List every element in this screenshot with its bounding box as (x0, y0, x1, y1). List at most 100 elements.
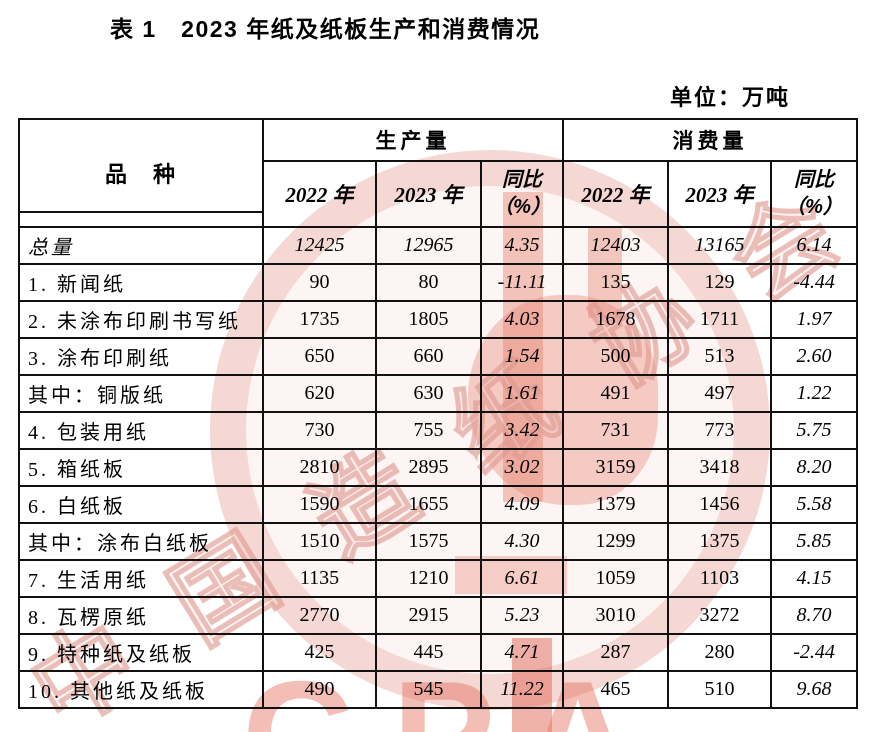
consumption-2022-cell: 1678 (562, 300, 670, 339)
consumption-2023-cell: 1103 (667, 559, 773, 598)
category-cell: 其中：涂布白纸板 (18, 522, 264, 561)
production-2023-cell: 2895 (375, 448, 482, 487)
production-2022-cell: 90 (262, 263, 377, 302)
production-2022-cell: 1735 (262, 300, 377, 339)
production-yoy-cell: -11.11 (479, 263, 565, 302)
production-2022-cell: 2770 (262, 596, 377, 635)
header-production-2023: 2023 年 (375, 160, 482, 228)
production-2023-cell: 660 (375, 337, 482, 376)
consumption-2023-cell: 3418 (667, 448, 773, 487)
header-row-groups: 品 种 生产量 消费量 (18, 118, 859, 228)
production-2022-cell: 1510 (262, 522, 377, 561)
production-yoy-cell: 6.61 (479, 559, 565, 598)
category-cell: 5. 箱纸板 (18, 448, 264, 487)
consumption-2022-cell: 731 (562, 411, 670, 450)
consumption-2022-cell: 12403 (562, 226, 670, 265)
consumption-yoy-cell: 2.60 (770, 337, 859, 376)
production-2023-cell: 1805 (375, 300, 482, 339)
production-yoy-cell: 3.02 (479, 448, 565, 487)
header-category: 品 种 (18, 118, 264, 228)
production-2022-cell: 730 (262, 411, 377, 450)
header-production-group: 生产量 (261, 118, 565, 162)
production-yoy-cell: 3.42 (479, 411, 565, 450)
production-2023-cell: 1575 (375, 522, 482, 561)
table-row: 6. 白纸板 1590 1655 4.09 1379 1456 5.58 (18, 485, 859, 524)
production-2023-cell: 1210 (375, 559, 482, 598)
production-yoy-cell: 5.23 (479, 596, 565, 635)
table-row: 8. 瓦楞原纸 2770 2915 5.23 3010 3272 8.70 (18, 596, 859, 635)
production-yoy-cell: 11.22 (479, 670, 565, 709)
consumption-2023-cell: 497 (667, 374, 773, 413)
table-row: 4. 包装用纸 730 755 3.42 731 773 5.75 (18, 411, 859, 450)
consumption-2022-cell: 287 (562, 633, 670, 672)
consumption-yoy-cell: -2.44 (770, 633, 859, 672)
category-cell: 7. 生活用纸 (18, 559, 264, 598)
consumption-2023-cell: 13165 (667, 226, 773, 265)
consumption-2023-cell: 513 (667, 337, 773, 376)
production-2022-cell: 620 (262, 374, 377, 413)
category-cell: 1. 新闻纸 (18, 263, 264, 302)
consumption-2022-cell: 1379 (562, 485, 670, 524)
production-2022-cell: 1135 (262, 559, 377, 598)
consumption-yoy-cell: 5.85 (770, 522, 859, 561)
category-cell: 4. 包装用纸 (18, 411, 264, 450)
production-yoy-cell: 4.35 (479, 226, 565, 265)
consumption-yoy-cell: 8.70 (770, 596, 859, 635)
consumption-2023-cell: 1456 (667, 485, 773, 524)
consumption-yoy-cell: 8.20 (770, 448, 859, 487)
consumption-2022-cell: 1299 (562, 522, 670, 561)
consumption-2022-cell: 1059 (562, 559, 670, 598)
table-row: 9. 特种纸及纸板 425 445 4.71 287 280 -2.44 (18, 633, 859, 672)
category-cell: 6. 白纸板 (18, 485, 264, 524)
production-yoy-cell: 4.09 (479, 485, 565, 524)
consumption-2022-cell: 500 (562, 337, 670, 376)
consumption-2023-cell: 510 (667, 670, 773, 709)
consumption-yoy-cell: 9.68 (770, 670, 859, 709)
consumption-yoy-cell: 5.58 (770, 485, 859, 524)
category-cell: 3. 涂布印刷纸 (18, 337, 264, 376)
unit-label: 单位：万吨 (670, 85, 791, 110)
table-row: 总量 12425 12965 4.35 12403 13165 6.14 (18, 226, 859, 265)
consumption-2023-cell: 1711 (667, 300, 773, 339)
production-yoy-cell: 1.61 (479, 374, 565, 413)
header-consumption-2023: 2023 年 (667, 160, 773, 228)
table-row: 其中：涂布白纸板 1510 1575 4.30 1299 1375 5.85 (18, 522, 859, 561)
production-yoy-cell: 4.71 (479, 633, 565, 672)
production-2023-cell: 1655 (375, 485, 482, 524)
consumption-2022-cell: 3010 (562, 596, 670, 635)
production-2023-cell: 445 (375, 633, 482, 672)
category-cell: 2. 未涂布印刷书写纸 (18, 300, 264, 339)
header-row-years: 2022 年 2023 年 同比 （%） 2022 年 2023 年 同比 （%… (19, 160, 859, 228)
production-2023-cell: 545 (375, 670, 482, 709)
consumption-yoy-cell: 4.15 (770, 559, 859, 598)
production-2023-cell: 12965 (375, 226, 482, 265)
consumption-yoy-cell: 5.75 (770, 411, 859, 450)
header-consumption-2022: 2022 年 (562, 160, 670, 228)
header-consumption-group: 消费量 (562, 118, 859, 162)
table-row: 7. 生活用纸 1135 1210 6.61 1059 1103 4.15 (18, 559, 859, 598)
consumption-yoy-cell: 6.14 (770, 226, 859, 265)
category-cell: 总量 (18, 226, 264, 265)
production-yoy-cell: 4.03 (479, 300, 565, 339)
category-cell: 10. 其他纸及纸板 (18, 670, 264, 709)
category-cell: 8. 瓦楞原纸 (18, 596, 264, 635)
header-production-yoy: 同比 （%） (479, 160, 565, 228)
consumption-yoy-cell: 1.22 (770, 374, 859, 413)
consumption-2022-cell: 135 (562, 263, 670, 302)
consumption-2023-cell: 773 (667, 411, 773, 450)
table-row: 其中：铜版纸 620 630 1.61 491 497 1.22 (18, 374, 859, 413)
table-row: 1. 新闻纸 90 80 -11.11 135 129 -4.44 (18, 263, 859, 302)
table-row: 2. 未涂布印刷书写纸 1735 1805 4.03 1678 1711 1.9… (18, 300, 859, 339)
production-yoy-cell: 4.30 (479, 522, 565, 561)
consumption-2022-cell: 491 (562, 374, 670, 413)
production-consumption-table: 品 种 生产量 消费量 2022 年 2023 年 同比 （%） 2022 年 … (18, 118, 859, 709)
table-row: 5. 箱纸板 2810 2895 3.02 3159 3418 8.20 (18, 448, 859, 487)
header-production-2022: 2022 年 (262, 160, 377, 228)
table-row: 3. 涂布印刷纸 650 660 1.54 500 513 2.60 (18, 337, 859, 376)
consumption-yoy-cell: 1.97 (770, 300, 859, 339)
production-2023-cell: 630 (375, 374, 482, 413)
production-2022-cell: 650 (262, 337, 377, 376)
production-2022-cell: 490 (262, 670, 377, 709)
header-consumption-yoy: 同比 （%） (770, 160, 859, 228)
consumption-2023-cell: 3272 (667, 596, 773, 635)
